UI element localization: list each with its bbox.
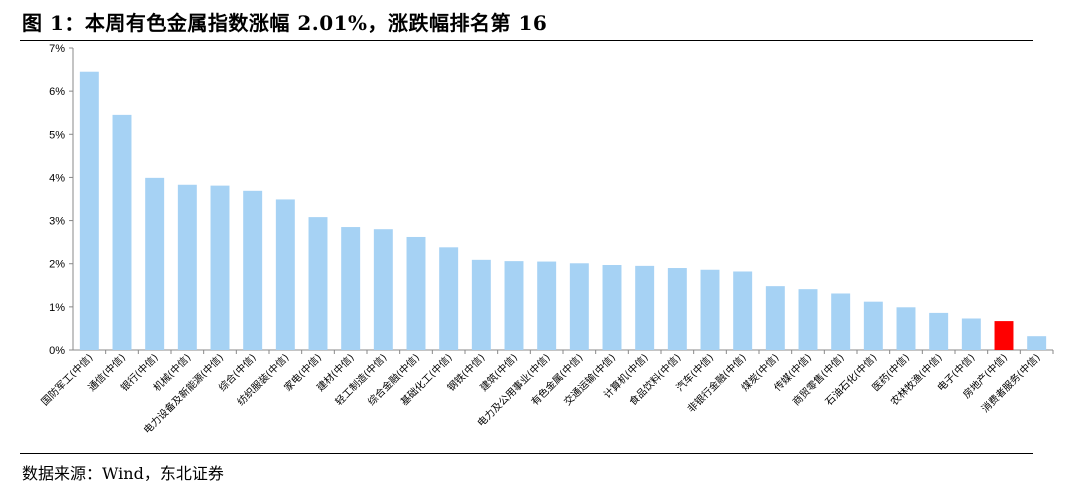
bar — [798, 289, 818, 350]
bar — [145, 177, 165, 350]
bar — [1027, 336, 1047, 350]
x-tick-label: 国防军工(中信) — [38, 351, 95, 408]
label-layer: 国防军工(中信)通信(中信)银行(中信)机械(中信)电力设备及新能源(中信)综合… — [38, 351, 1043, 436]
bar — [439, 247, 459, 350]
bar-chart: 0% 1% 2% 3% 4% 5% 6% 7% 国防军工(中信)通信(中信)银行(中信)机械(… — [38, 43, 1054, 436]
bar — [929, 312, 949, 350]
y-tick-label: 4% — [49, 172, 65, 184]
bar — [243, 190, 263, 350]
bar — [275, 199, 295, 350]
y-tick-label: 6% — [49, 86, 65, 98]
y-tick-label: 0% — [49, 345, 65, 357]
bar — [569, 263, 589, 350]
y-tick-label: 7% — [49, 43, 65, 55]
bar — [406, 236, 426, 350]
x-tick-label: 消费者服务(中信) — [979, 351, 1043, 415]
bar — [961, 318, 981, 350]
bar — [210, 185, 230, 350]
bar — [177, 184, 197, 350]
chart-title: 图 1：本周有色金属指数涨幅 2.01%，涨跌幅排名第 16 — [22, 11, 548, 35]
bar — [341, 227, 361, 350]
bar — [471, 259, 491, 350]
y-tick-label: 1% — [49, 302, 65, 314]
bar — [667, 268, 687, 350]
bar — [537, 261, 557, 350]
y-tick-label: 3% — [49, 216, 65, 228]
bar — [733, 271, 753, 350]
bar — [79, 71, 99, 350]
bar-layer — [79, 71, 1047, 350]
x-tick-label: 非银行金融(中信) — [685, 351, 749, 415]
bar — [700, 269, 720, 350]
bar — [863, 301, 883, 350]
bar — [831, 293, 851, 350]
footer-rule — [20, 453, 1033, 454]
source-note: 数据来源：Wind，东北证券 — [22, 464, 224, 483]
axis-layer: 0% 1% 2% 3% 4% 5% 6% 7% — [49, 43, 1054, 357]
bar — [373, 229, 393, 350]
bar — [308, 217, 328, 350]
bar — [112, 114, 132, 350]
y-tick-label: 2% — [49, 259, 65, 271]
bar — [504, 261, 524, 350]
title-rule — [20, 40, 1033, 41]
bar — [635, 265, 655, 350]
bar — [602, 265, 622, 350]
y-tick-label: 5% — [49, 129, 65, 141]
bar — [994, 321, 1014, 350]
bar — [896, 307, 916, 350]
bar — [765, 286, 785, 350]
